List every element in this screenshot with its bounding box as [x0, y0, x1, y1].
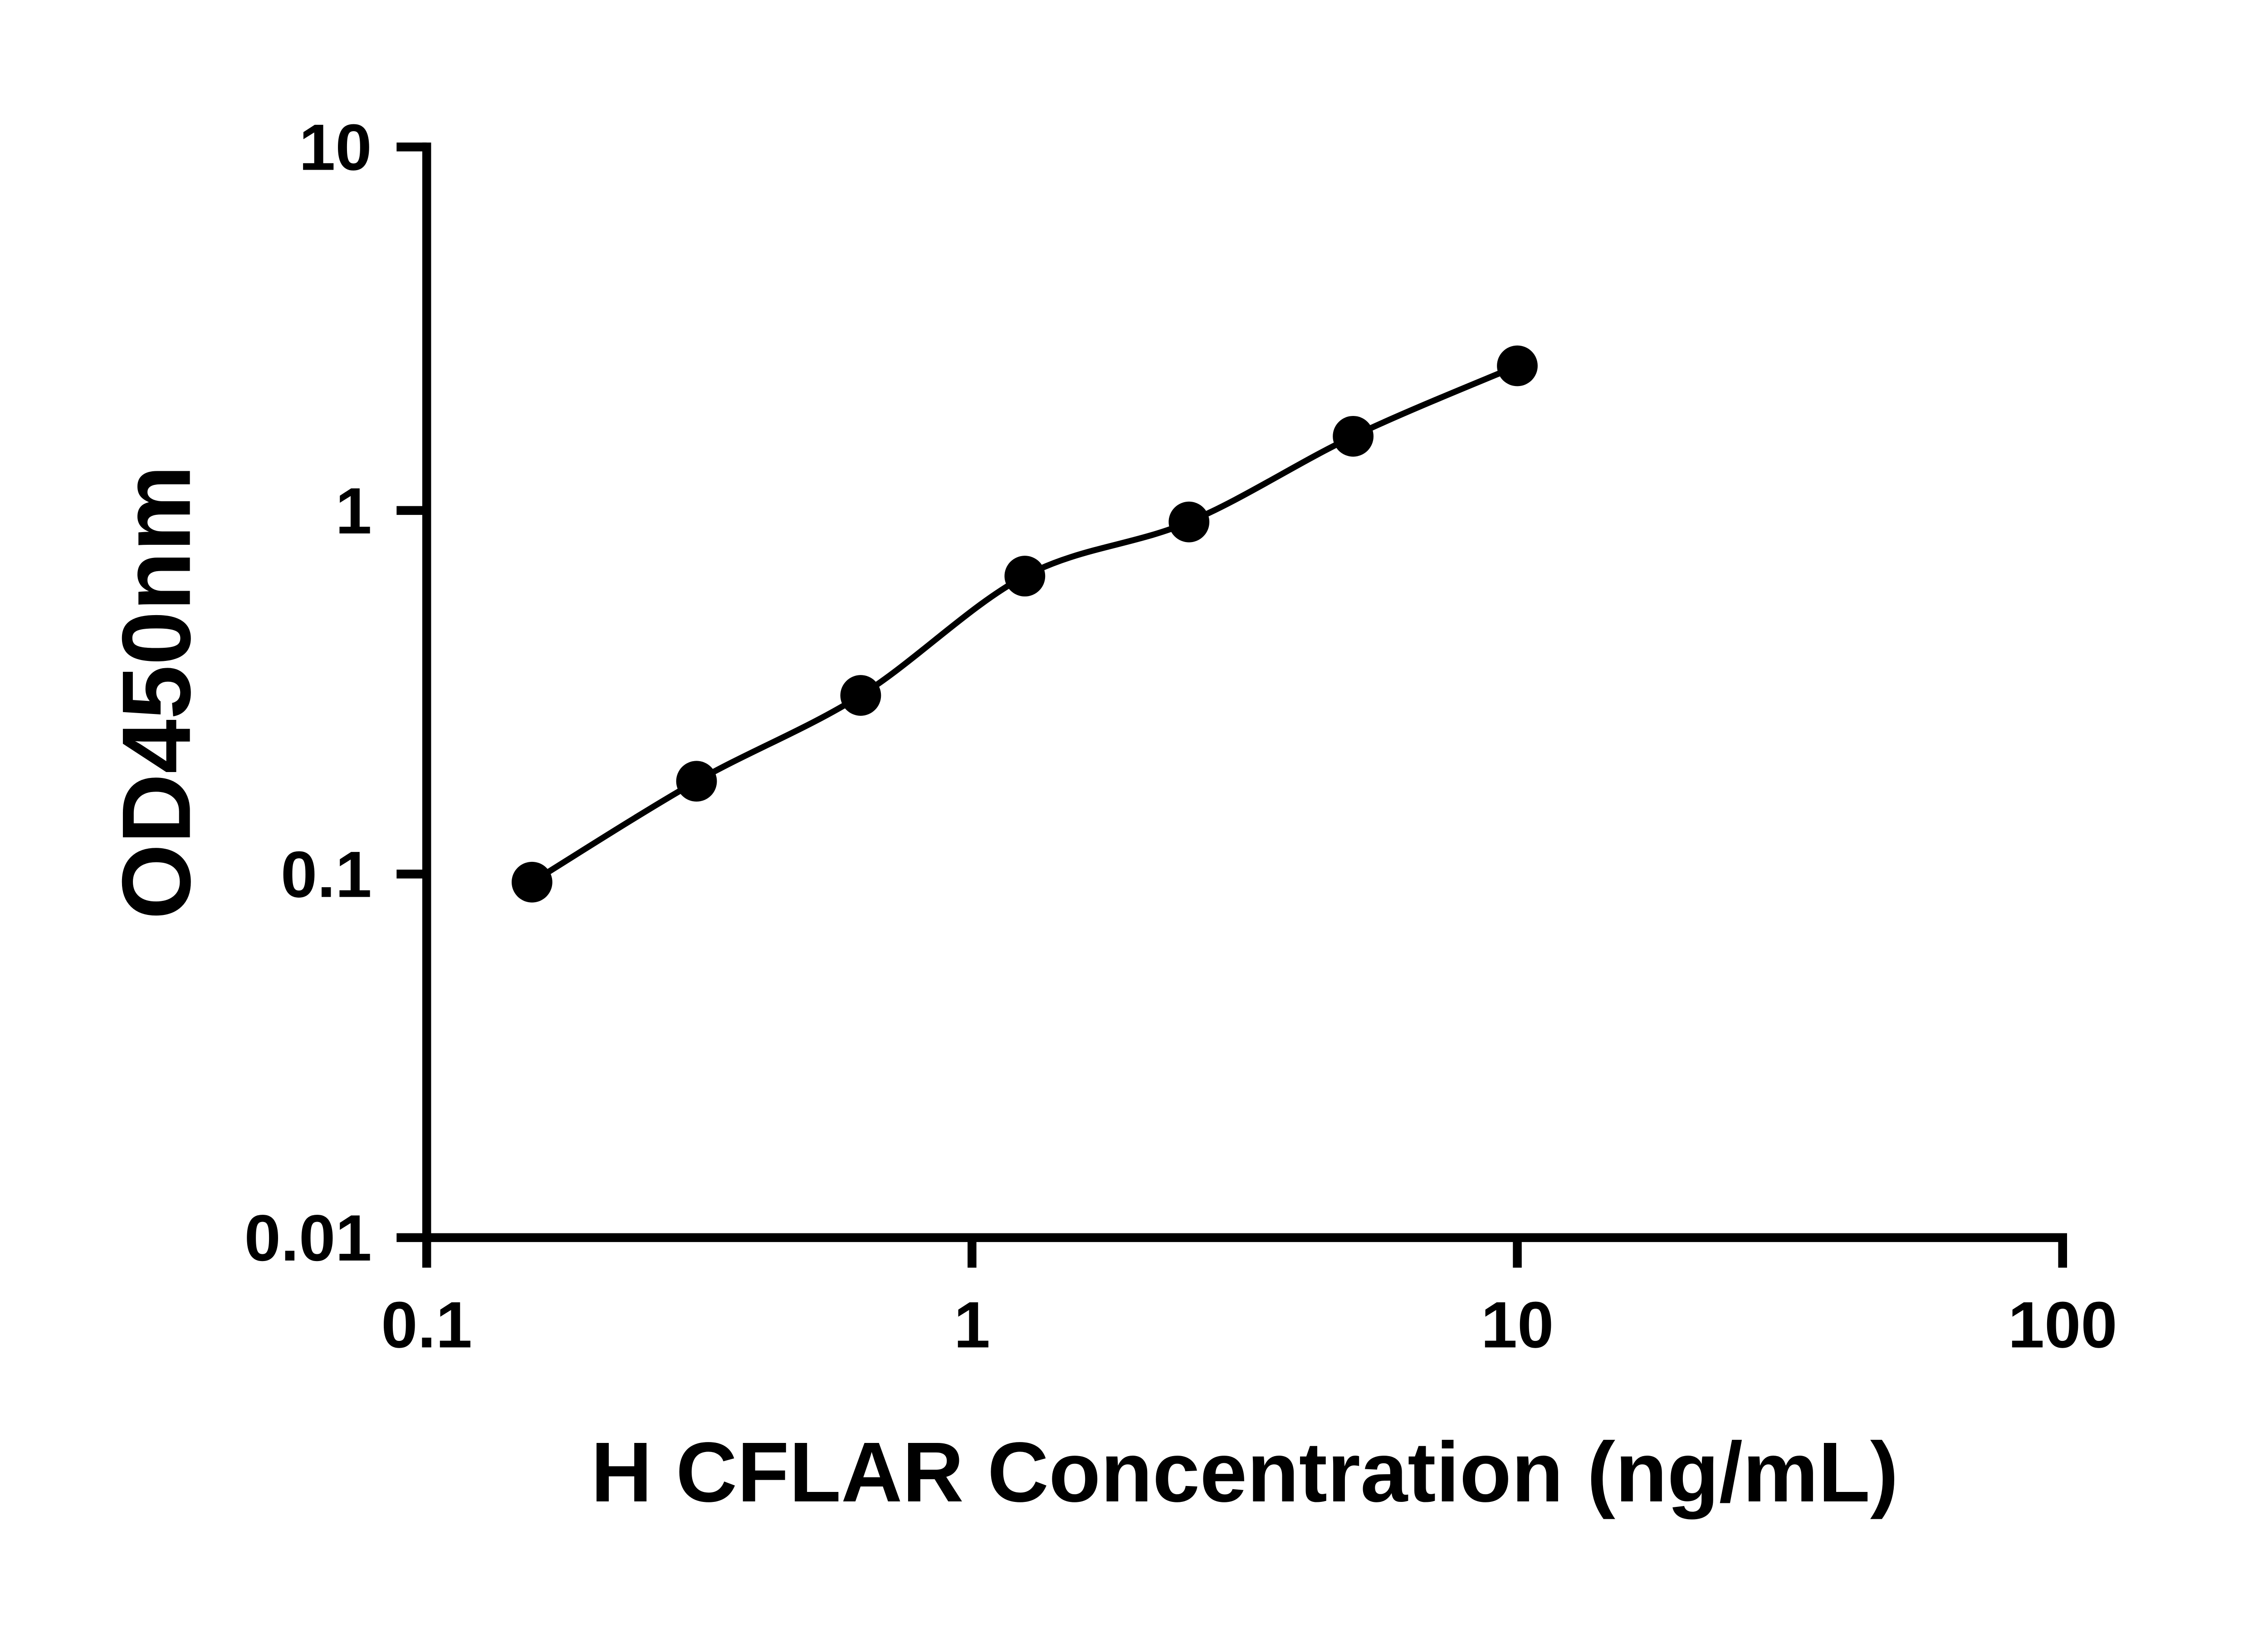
data-points-group: [511, 345, 1538, 903]
x-axis-tick-label: 100: [2008, 1288, 2117, 1361]
elisa-standard-curve-chart: 0.1 1 10 100 0.01 0.1 1 10 H CFLAR Concentratio…: [102, 110, 2117, 1520]
data-point: [840, 675, 881, 716]
y-axis-tick-label: 1: [335, 474, 371, 548]
x-axis-tick-label: 0.1: [381, 1288, 472, 1361]
axis-line: [422, 142, 2067, 1242]
axis-ticks: [396, 142, 2067, 1268]
data-point: [1333, 416, 1374, 457]
axes: [422, 142, 2067, 1242]
data-point: [676, 761, 717, 802]
data-point: [1004, 556, 1046, 596]
data-point: [1168, 501, 1210, 543]
x-axis-tick-label: 10: [1481, 1288, 1554, 1361]
x-axis-tick-label: 1: [954, 1288, 990, 1361]
data-point: [511, 861, 552, 903]
y-axis-title: OD450nm: [103, 465, 211, 919]
y-axis-tick-label: 0.1: [281, 837, 372, 911]
y-axis-tick-label: 10: [299, 111, 372, 184]
data-point: [1497, 345, 1538, 386]
y-axis-tick-label: 0.01: [244, 1201, 372, 1275]
x-axis-title: H CFLAR Concentration (ng/mL): [591, 1424, 1899, 1520]
